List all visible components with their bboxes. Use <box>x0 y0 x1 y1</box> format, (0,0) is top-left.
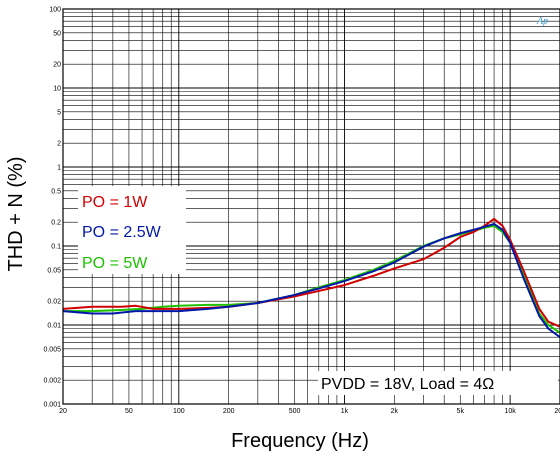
y-tick-labels: 100 50 20 10 5 2 1 0.5 0.2 0.1 0.05 0.02 0.01 0.005 0.… <box>43 7 61 409</box>
y-tick-label: 100 <box>49 7 61 14</box>
annotation-background <box>318 371 558 395</box>
y-tick-label: 0.05 <box>47 267 61 274</box>
x-tick-label: 10k <box>504 408 516 415</box>
x-tick-label: 1k <box>341 408 349 415</box>
x-tick-label: 20 <box>59 408 67 415</box>
y-tick-label: 0.01 <box>47 323 61 330</box>
y-tick-label: 0.2 <box>51 220 61 227</box>
y-tick-label: 0.02 <box>47 299 61 306</box>
x-axis-title: Frequency (Hz) <box>231 430 369 452</box>
x-tick-label: 5k <box>457 408 465 415</box>
y-tick-label: 5 <box>57 109 61 116</box>
conditions-annotation: PVDD = 18V, Load = 4Ω <box>321 376 494 393</box>
y-axis-title: THD + N (%) <box>5 157 27 272</box>
y-tick-label: 0.001 <box>43 402 61 409</box>
series-line-1 <box>62 222 560 339</box>
x-tick-label: 100 <box>173 408 185 415</box>
x-tick-label: 2k <box>391 408 399 415</box>
y-tick-label: 0.5 <box>51 188 61 195</box>
x-tick-label: 20k <box>554 408 560 415</box>
series-lines <box>62 217 560 339</box>
y-tick-label: 10 <box>53 86 61 93</box>
x-tick-label: 200 <box>223 408 235 415</box>
legend-entry-po-2-5w: PO = 2.5W <box>82 224 162 241</box>
legend-entry-po-5w: PO = 5W <box>82 255 148 272</box>
series-line-0 <box>62 217 560 328</box>
y-tick-label: 0.1 <box>51 244 61 251</box>
x-tick-labels: 20 50 100 200 500 1k 2k 5k 10k 20k <box>59 408 560 415</box>
legend-entry-po-1w: PO = 1W <box>82 194 148 211</box>
ap-logo: Ap <box>536 16 548 27</box>
x-tick-label: 500 <box>289 408 301 415</box>
plot-frame <box>62 8 560 405</box>
y-tick-label: 50 <box>53 30 61 37</box>
grid <box>62 9 560 405</box>
legend-background <box>78 186 186 274</box>
x-tick-label: 50 <box>125 408 133 415</box>
y-tick-label: 2 <box>57 141 61 148</box>
y-tick-label: 20 <box>53 62 61 69</box>
y-tick-label: 0.002 <box>43 378 61 385</box>
y-tick-label: 0.005 <box>43 346 61 353</box>
legend: PO = 1W PO = 2.5W PO = 5W <box>78 186 186 274</box>
y-tick-label: 1 <box>57 165 61 172</box>
